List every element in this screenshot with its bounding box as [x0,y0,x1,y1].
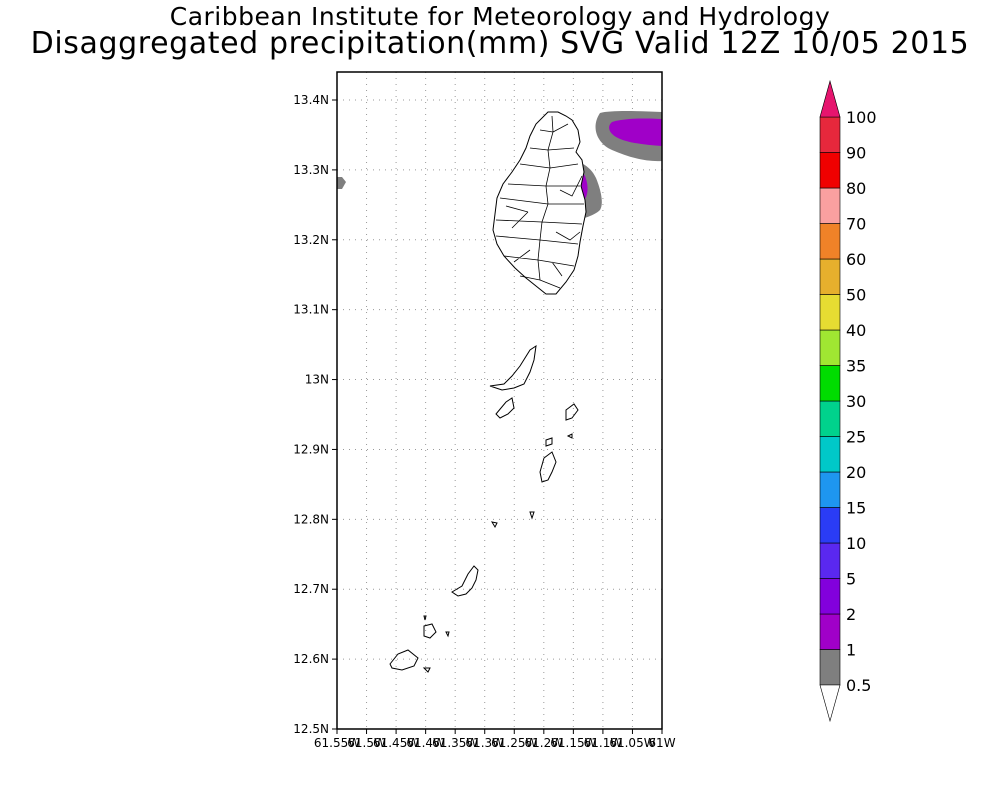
precip-area-gray-west-edge [337,177,346,189]
lon-tick-label: 61.5W [347,736,386,750]
lat-tick-label: 13.3N [293,163,329,177]
colorbar-label: 30 [846,392,866,411]
map-frame [336,71,663,730]
colorbar-swatch [819,578,841,615]
island-canouan-area-east [565,403,579,421]
colorbar-label: 10 [846,534,866,553]
lat-tick-label: 12.5N [293,722,329,736]
lon-tick-label: 61.1W [584,736,623,750]
precip-area-purple-northeast [609,118,662,146]
colorbar-label: 80 [846,179,866,198]
colorbar-label: 1 [846,641,856,660]
watershed-boundaries [495,115,584,289]
colorbar-label: 15 [846,499,866,518]
colorbar-swatch [819,471,841,508]
colorbar-label: 25 [846,428,866,447]
lon-tick-label: 61.4W [406,736,445,750]
lat-tick-label: 13N [305,373,329,387]
colorbar-swatch [819,365,841,402]
colorbar-label: 35 [846,357,866,376]
island-baliceaux [545,437,553,447]
lat-tick-label: 13.4N [293,93,329,107]
map-title: Caribbean Institute for Meteorology and … [169,2,831,31]
lat-tick-label: 12.6N [293,652,329,666]
island-bequia [489,344,537,391]
colorbar-label: 20 [846,463,866,482]
lon-tick-label: 61.05W [609,736,655,750]
lon-tick-label: 61.3W [465,736,504,750]
colorbar-swatch [819,187,841,224]
island-small-2 [529,511,535,520]
island-mustique-group [495,397,515,419]
colorbar-label: 90 [846,144,866,163]
lon-tick-label: 61.25W [491,736,537,750]
colorbar-label: 5 [846,570,856,589]
colorbar-swatch [819,400,841,437]
island-small-1 [566,433,573,439]
colorbar-swatch [819,613,841,650]
colorbar-swatch [819,294,841,331]
lon-tick-label: 61.55W [314,736,360,750]
island-canouan [539,451,557,483]
island-small-6 [422,667,431,673]
map-subtitle: Disaggregated precipitation(mm) SVG Vali… [30,26,970,61]
lon-tick-label: 61.2W [525,736,564,750]
colorbar-label: 70 [846,215,866,234]
lon-tick-label: 61.15W [550,736,596,750]
lat-tick-label: 13.2N [293,233,329,247]
coastlines [389,111,587,673]
lat-tick-label: 13.1N [293,303,329,317]
island-union [451,565,479,597]
colorbar-label: 0.5 [846,676,871,695]
colorbar-swatch [819,223,841,260]
island-small-3 [490,521,498,529]
latitude-axis: 12.5N 12.6N 12.7N 12.8N 12.9N 13N 13.1N 13.2N 13… [293,93,337,736]
colorbar-swatch [819,436,841,473]
colorbar-swatch [819,542,841,579]
lon-tick-label: 61.45W [373,736,419,750]
island-carriacou [389,649,419,671]
map-panel: 12.5N 12.6N 12.7N 12.8N 12.9N 13N 13.1N 13.2N 13… [293,71,676,750]
colorbar-label: 100 [846,108,877,127]
lat-tick-label: 12.9N [293,442,329,456]
island-small-4 [423,615,427,621]
colorbar-label: 40 [846,321,866,340]
lat-tick-label: 12.7N [293,582,329,596]
island-carriacou-north [423,623,437,639]
colorbar-swatch [819,507,841,544]
lat-tick-label: 12.8N [293,512,329,526]
lon-tick-label: 61W [648,736,675,750]
colorbar-swatch [819,329,841,366]
colorbar-over-triangle [819,79,841,118]
map-background [337,72,662,729]
colorbar-swatch [819,152,841,189]
colorbar-swatch [819,116,841,153]
colorbar-under-triangle [819,684,841,723]
colorbar-swatch [819,649,841,686]
colorbar-label: 50 [846,286,866,305]
longitude-axis: 61.55W61.5W61.45W61.4W61.35W61.3W61.25W6… [314,729,676,750]
colorbar-swatch [819,258,841,295]
colorbar-label: 2 [846,605,856,624]
colorbar-label: 60 [846,250,866,269]
lon-tick-label: 61.35W [432,736,478,750]
island-small-5 [445,631,450,638]
